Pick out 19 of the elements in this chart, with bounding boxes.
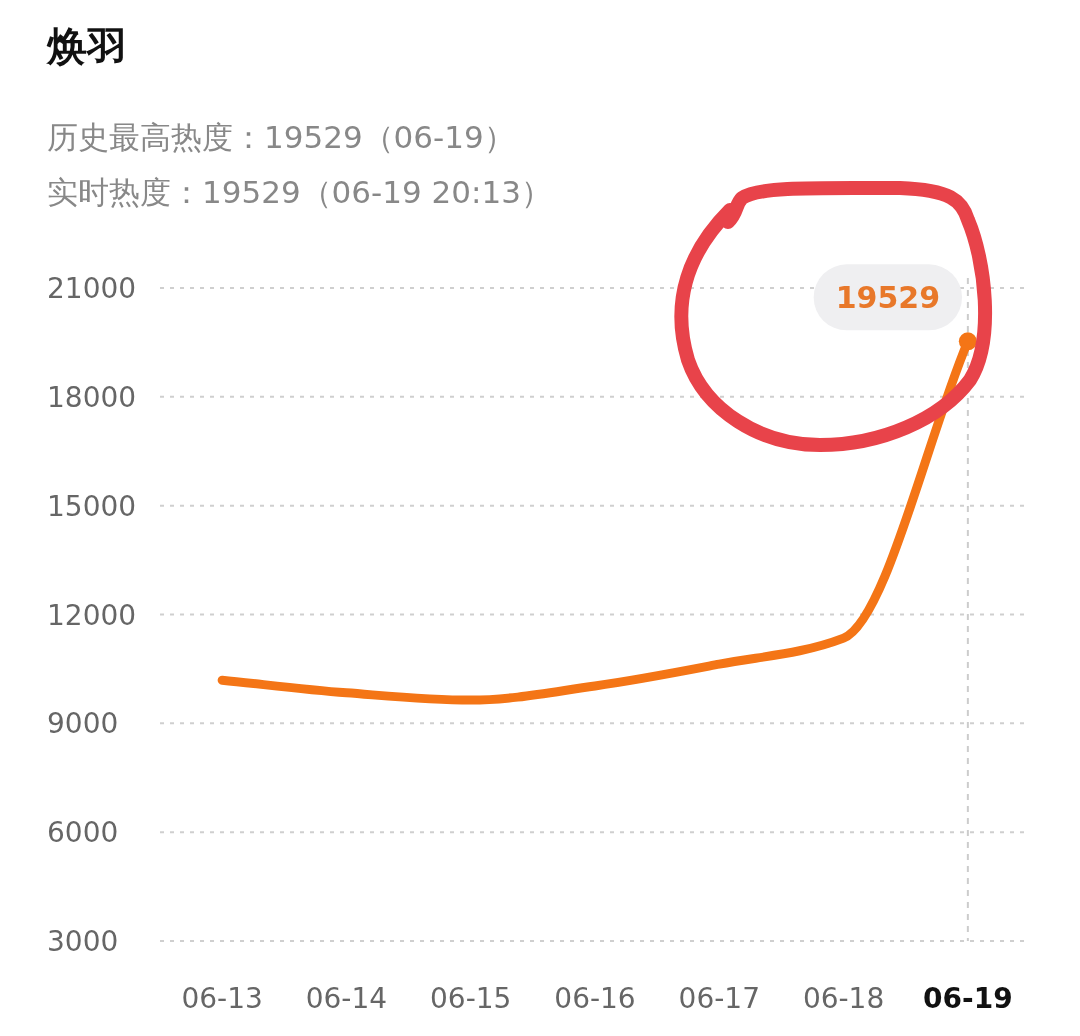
x-tick-label: 06-16: [554, 982, 636, 1015]
y-tick-label: 12000: [47, 598, 137, 632]
x-tick-label: 06-17: [678, 982, 760, 1015]
x-tick-label: 06-13: [181, 982, 263, 1015]
annotation-tooltip: 19529: [813, 264, 977, 351]
x-tick-label: 06-15: [430, 982, 512, 1015]
chart-title: 焕羽: [46, 23, 127, 69]
y-tick-label: 6000: [47, 816, 119, 850]
y-tick-label: 9000: [47, 707, 119, 741]
y-tick-label: 15000: [47, 489, 137, 523]
annotation: 19529: [835, 280, 941, 316]
y-tick-label: 18000: [47, 380, 137, 414]
x-tick-label: 06-19: [923, 982, 1013, 1015]
text: 实时热度：19529（06-19 20:13）: [47, 174, 552, 210]
y-tick-label: 3000: [47, 925, 119, 958]
x-tick-label: 06-18: [802, 982, 885, 1015]
x-tick-label: 06-14: [305, 982, 388, 1015]
chart-subtitle: 历史最高热度：19529（06-19）: [47, 119, 515, 155]
y-tick-label: 21000: [47, 272, 137, 305]
